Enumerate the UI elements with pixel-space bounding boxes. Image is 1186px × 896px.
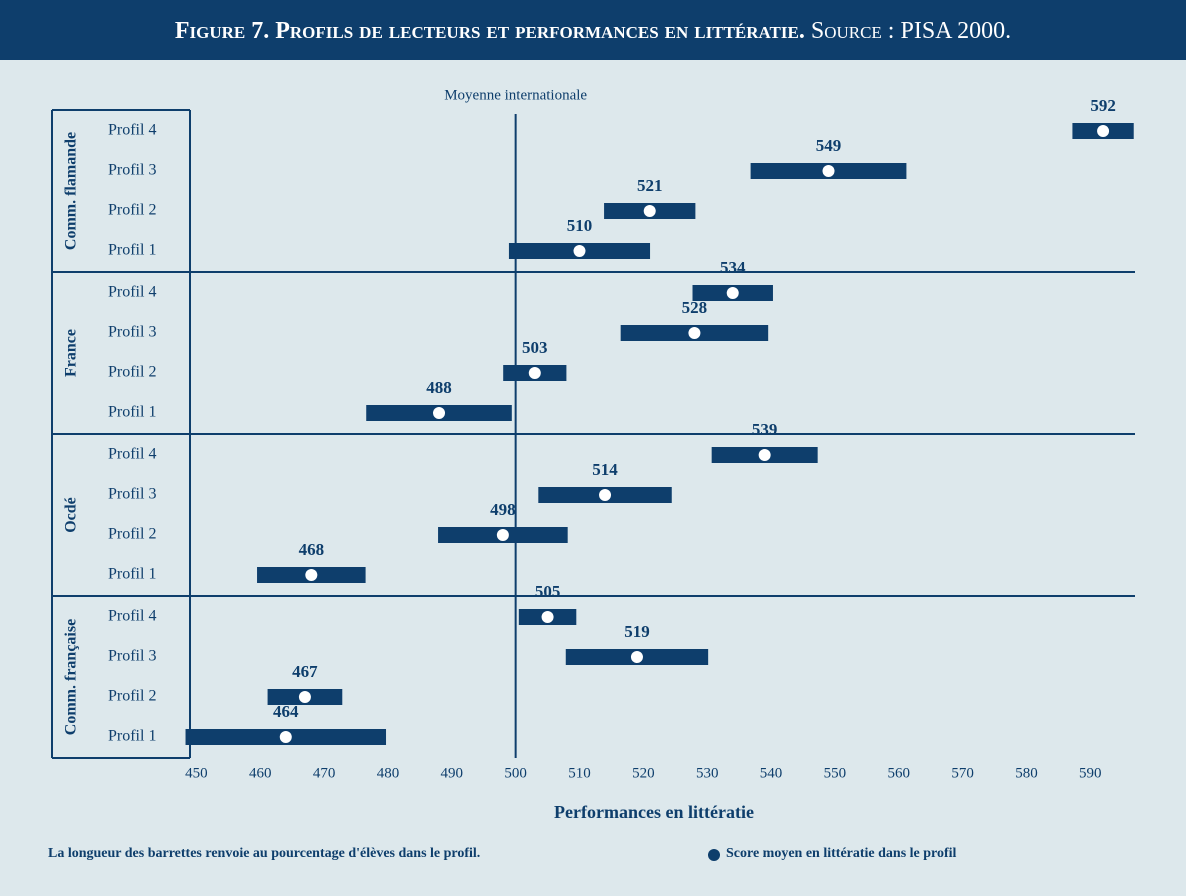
x-tick-label: 460 [249,765,272,781]
x-tick-label: 580 [1015,765,1038,781]
x-tick-label: 570 [951,765,974,781]
profile-label: Profil 1 [108,242,156,259]
x-tick-label: 470 [313,765,336,781]
x-tick-label: 550 [824,765,847,781]
value-label: 467 [292,662,318,681]
profile-label: Profil 2 [108,688,156,705]
x-tick-label: 500 [504,765,527,781]
profile-label: Profil 3 [108,486,156,503]
group-label: Comm. flamande [63,132,80,250]
group-label: Ocdé [63,497,80,533]
profile-label: Profil 4 [108,122,156,139]
note: La longueur des barrettes renvoie au pou… [48,846,480,861]
header-band [0,0,1186,60]
reference-label: Moyenne internationale [444,87,587,103]
legend-dot [708,849,720,861]
dot [305,569,318,581]
dot [758,449,771,461]
x-axis-label: Performances en littératie [554,802,754,822]
value-label: 488 [426,378,452,397]
profile-label: Profil 4 [108,284,156,301]
profile-label: Profil 1 [108,404,156,421]
profile-label: Profil 3 [108,648,156,665]
x-tick-label: 530 [696,765,719,781]
value-label: 539 [752,420,778,439]
value-label: 549 [816,136,842,155]
value-label: 498 [490,500,516,519]
profile-label: Profil 2 [108,526,156,543]
dot [630,651,643,663]
value-label: 505 [535,582,561,601]
profile-label: Profil 4 [108,446,156,463]
profile-label: Profil 1 [108,728,156,745]
value-label: 464 [273,702,299,721]
dot [541,611,554,623]
profile-label: Profil 3 [108,324,156,341]
x-tick-label: 450 [185,765,208,781]
value-label: 503 [522,338,548,357]
dot [433,407,446,419]
header: Figure 7. Profils de lecteurs et perform… [175,18,1011,44]
dot [643,205,656,217]
profile-label: Profil 3 [108,162,156,179]
dot [496,529,509,541]
profile-label: Profil 4 [108,608,156,625]
dot [822,165,835,177]
value-label: 510 [567,216,593,235]
group-label: France [63,329,80,377]
x-tick-label: 540 [760,765,783,781]
value-label: 514 [592,460,618,479]
chart-subtitle: Source : PISA 2000. [811,18,1011,44]
profile-label: Profil 2 [108,202,156,219]
dot [726,287,739,299]
dot [599,489,612,501]
x-tick-label: 560 [888,765,911,781]
x-tick-label: 480 [377,765,400,781]
value-label: 519 [624,622,650,641]
profile-label: Profil 1 [108,566,156,583]
x-tick-label: 520 [632,765,655,781]
group-label: Comm. française [63,619,80,735]
dot [688,327,701,339]
dot [573,245,586,257]
x-tick-label: 590 [1079,765,1102,781]
chart-title: Figure 7. Profils de lecteurs et perform… [175,18,805,44]
legend-label: Score moyen en littératie dans le profil [726,846,957,861]
dot [298,691,311,703]
value-label: 468 [299,540,325,559]
value-label: 534 [720,258,746,277]
profile-label: Profil 2 [108,364,156,381]
dot [528,367,541,379]
value-label: 592 [1090,96,1116,115]
value-label: 521 [637,176,663,195]
x-tick-label: 490 [441,765,464,781]
dot [1097,125,1110,137]
value-label: 528 [682,298,708,317]
x-tick-label: 510 [568,765,591,781]
dot [279,731,292,743]
